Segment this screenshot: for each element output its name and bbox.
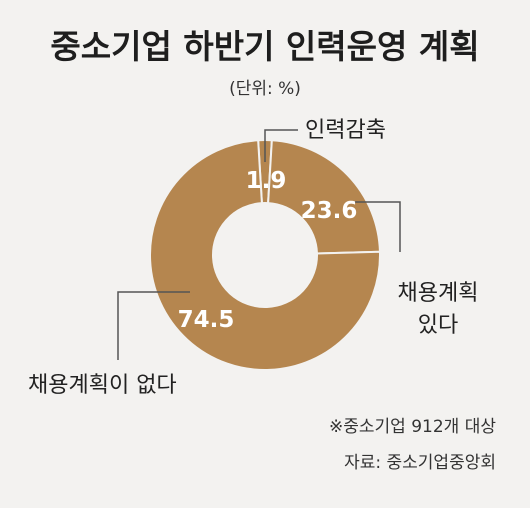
leader-line-reduction — [264, 129, 298, 162]
slice-label-hire-line2: 있다 — [418, 313, 458, 338]
slice-value-reduction: 1.9 — [246, 168, 287, 194]
unit-label: (단위: %) — [229, 79, 301, 99]
donut-slices — [149, 139, 381, 371]
slice-hire — [267, 139, 381, 255]
slice-value-no-hire: 74.5 — [178, 307, 235, 333]
slice-label-no-hire: 채용계획이 없다 — [28, 373, 177, 398]
leader-line-hire — [352, 201, 401, 252]
slice-label-reduction: 인력감축 — [305, 118, 386, 143]
footnote: ※중소기업 912개 대상 — [329, 417, 496, 437]
slice-value-hire: 23.6 — [301, 198, 358, 224]
slice-label-hire-line1: 채용계획 — [398, 281, 479, 306]
slice-no-hire — [149, 139, 381, 371]
leader-line-no-hire — [117, 291, 190, 360]
source-note: 자료: 중소기업중앙회 — [344, 453, 496, 473]
chart-title: 중소기업 하반기 인력운영 계획 — [50, 27, 479, 66]
